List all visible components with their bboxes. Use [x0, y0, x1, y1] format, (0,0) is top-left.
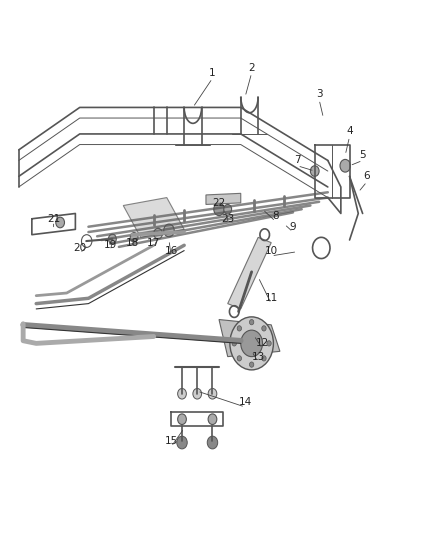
Circle shape	[250, 362, 254, 367]
Circle shape	[237, 356, 241, 361]
Circle shape	[109, 234, 116, 244]
Text: 4: 4	[346, 126, 353, 136]
Circle shape	[250, 319, 254, 325]
Circle shape	[230, 317, 273, 370]
Circle shape	[130, 232, 138, 242]
Circle shape	[208, 389, 217, 399]
Circle shape	[214, 203, 224, 216]
Circle shape	[224, 205, 232, 214]
Circle shape	[154, 228, 162, 239]
Text: 7: 7	[294, 156, 300, 165]
Circle shape	[56, 217, 64, 228]
Circle shape	[178, 414, 186, 424]
Polygon shape	[206, 193, 241, 205]
Text: 13: 13	[251, 352, 265, 361]
Circle shape	[262, 326, 266, 331]
Circle shape	[262, 356, 266, 361]
Text: 18: 18	[125, 238, 138, 248]
Text: 12: 12	[256, 338, 269, 349]
Text: 11: 11	[265, 293, 278, 303]
Text: 22: 22	[212, 198, 226, 208]
Text: 19: 19	[103, 240, 117, 251]
Circle shape	[164, 224, 174, 237]
Text: 5: 5	[359, 150, 366, 160]
Text: 17: 17	[147, 238, 160, 248]
Circle shape	[177, 436, 187, 449]
Text: 3: 3	[316, 89, 322, 99]
Text: 23: 23	[221, 214, 234, 224]
Text: 9: 9	[290, 222, 296, 232]
Circle shape	[178, 389, 186, 399]
Circle shape	[241, 330, 262, 357]
Polygon shape	[123, 198, 184, 237]
Polygon shape	[228, 237, 271, 309]
Text: 20: 20	[73, 243, 86, 253]
Circle shape	[193, 389, 201, 399]
Text: 21: 21	[47, 214, 60, 224]
Text: 15: 15	[165, 437, 178, 447]
Circle shape	[207, 436, 218, 449]
Polygon shape	[219, 319, 280, 357]
Text: 16: 16	[165, 246, 178, 256]
Circle shape	[208, 414, 217, 424]
Circle shape	[340, 159, 350, 172]
Circle shape	[237, 326, 241, 331]
Text: 14: 14	[238, 397, 252, 407]
Text: 6: 6	[364, 172, 370, 181]
Circle shape	[232, 341, 237, 346]
Text: 2: 2	[248, 63, 255, 72]
Text: 10: 10	[265, 246, 278, 256]
Text: 1: 1	[209, 68, 216, 78]
Circle shape	[311, 166, 319, 176]
Circle shape	[267, 341, 271, 346]
Text: 8: 8	[272, 211, 279, 221]
